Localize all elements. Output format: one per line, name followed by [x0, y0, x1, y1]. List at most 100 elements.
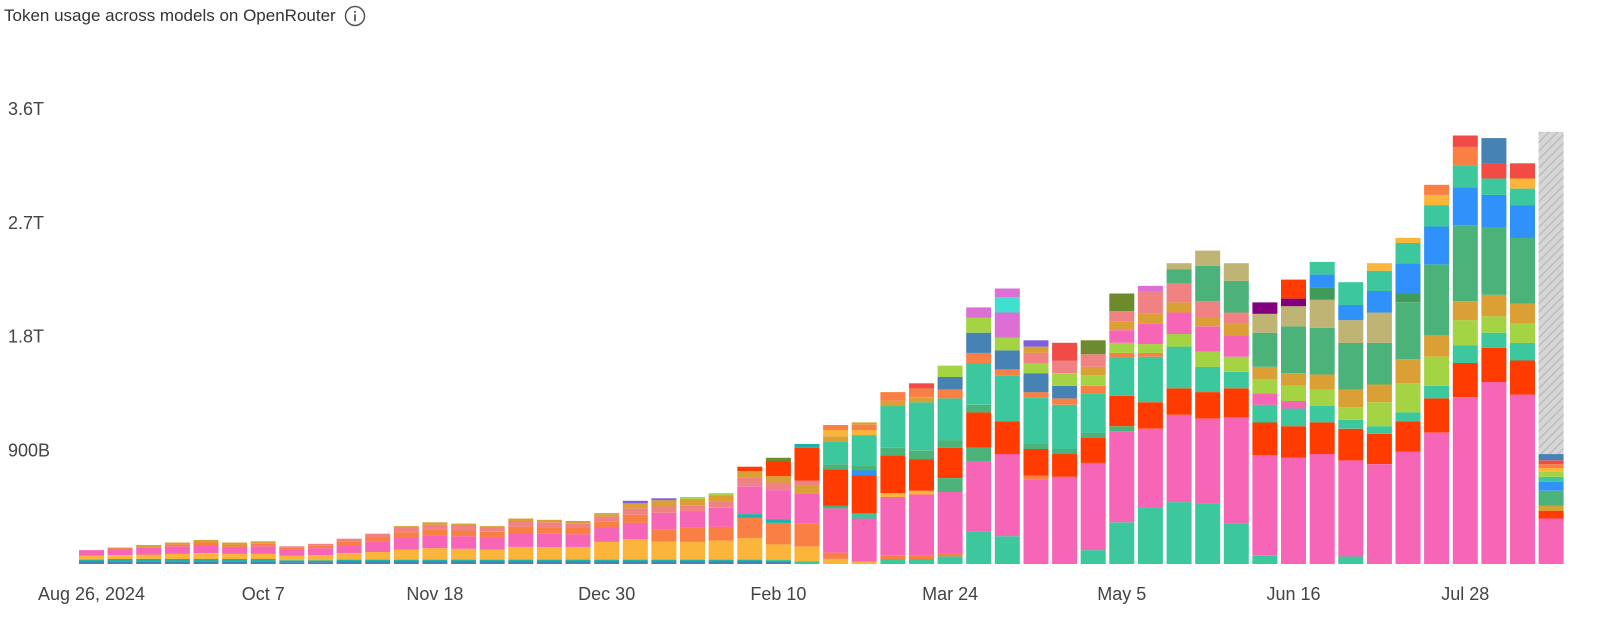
bar-segment[interactable] — [393, 526, 419, 528]
bar-segment[interactable] — [1109, 431, 1135, 523]
bar-segment[interactable] — [1052, 398, 1078, 405]
bar-segment[interactable] — [651, 561, 677, 565]
bar-segment[interactable] — [1023, 475, 1049, 480]
bar-segment[interactable] — [1424, 194, 1450, 205]
bar-segment[interactable] — [136, 558, 162, 562]
bar-segment[interactable] — [708, 493, 734, 496]
bar-segment[interactable] — [79, 555, 104, 560]
bar-segment[interactable] — [765, 561, 791, 565]
bar-segment[interactable] — [680, 561, 705, 565]
bar-week-18[interactable] — [565, 521, 591, 564]
bar-segment[interactable] — [1538, 510, 1564, 519]
bar-segment[interactable] — [536, 533, 562, 547]
bar-segment[interactable] — [1538, 481, 1564, 491]
bar-segment[interactable] — [1195, 326, 1221, 352]
bar-segment[interactable] — [451, 530, 477, 537]
bar-segment[interactable] — [622, 539, 648, 560]
bar-segment[interactable] — [1424, 398, 1450, 433]
bar-segment[interactable] — [880, 555, 906, 559]
bar-segment[interactable] — [1395, 359, 1421, 384]
bar-segment[interactable] — [966, 531, 992, 564]
bar-week-5[interactable] — [193, 540, 219, 564]
bar-segment[interactable] — [193, 545, 219, 554]
bar-segment[interactable] — [393, 549, 419, 560]
bar-segment[interactable] — [909, 383, 934, 389]
bar-segment[interactable] — [1023, 449, 1049, 476]
bar-segment[interactable] — [937, 553, 963, 557]
bar-segment[interactable] — [565, 528, 591, 535]
bar-segment[interactable] — [1052, 385, 1078, 399]
bar-segment[interactable] — [1195, 301, 1221, 318]
bar-segment[interactable] — [1424, 432, 1450, 564]
bar-segment[interactable] — [1395, 383, 1421, 413]
bar-segment[interactable] — [680, 498, 705, 506]
bar-week-32[interactable] — [966, 307, 992, 564]
bar-segment[interactable] — [909, 494, 934, 556]
bar-segment[interactable] — [565, 534, 591, 547]
bar-segment[interactable] — [651, 498, 677, 501]
bar-segment[interactable] — [937, 365, 963, 377]
bar-segment[interactable] — [393, 532, 419, 538]
bar-segment[interactable] — [565, 521, 591, 524]
bar-segment[interactable] — [1338, 419, 1364, 429]
bar-segment[interactable] — [1137, 352, 1163, 357]
bar-segment[interactable] — [222, 553, 248, 559]
bar-segment[interactable] — [1023, 373, 1049, 393]
bar-segment[interactable] — [651, 506, 677, 513]
bar-segment[interactable] — [1223, 263, 1249, 281]
bar-segment[interactable] — [1137, 507, 1163, 564]
bar-segment[interactable] — [765, 519, 791, 523]
bar-segment[interactable] — [336, 553, 362, 560]
bar-segment[interactable] — [737, 486, 763, 515]
bar-week-17[interactable] — [536, 519, 562, 564]
bar-week-19[interactable] — [594, 513, 620, 565]
bar-segment[interactable] — [794, 546, 820, 562]
bar-segment[interactable] — [851, 470, 877, 476]
bar-segment[interactable] — [222, 546, 248, 554]
bar-week-8[interactable] — [279, 546, 305, 564]
bar-segment[interactable] — [365, 533, 391, 538]
bar-segment[interactable] — [937, 492, 963, 554]
bar-segment[interactable] — [250, 561, 276, 565]
bar-segment[interactable] — [594, 561, 620, 565]
bar-segment[interactable] — [1281, 401, 1306, 409]
bar-segment[interactable] — [622, 503, 648, 509]
bar-segment[interactable] — [1137, 402, 1163, 429]
bar-segment[interactable] — [365, 537, 391, 542]
bar-segment[interactable] — [909, 555, 934, 559]
bar-segment[interactable] — [823, 436, 849, 442]
bar-segment[interactable] — [565, 546, 591, 560]
bar-segment[interactable] — [1395, 293, 1421, 303]
bar-segment[interactable] — [1281, 408, 1306, 427]
bar-segment[interactable] — [909, 459, 934, 491]
bar-segment[interactable] — [1109, 330, 1135, 343]
bar-segment[interactable] — [1137, 291, 1163, 314]
bar-segment[interactable] — [1452, 345, 1478, 363]
bar-segment[interactable] — [1309, 406, 1335, 423]
bar-segment[interactable] — [994, 454, 1020, 537]
bar-segment[interactable] — [708, 501, 734, 508]
bar-segment[interactable] — [1538, 505, 1564, 511]
bar-segment[interactable] — [164, 546, 190, 554]
bar-week-28[interactable] — [851, 422, 877, 564]
bar-segment[interactable] — [966, 461, 992, 532]
bar-segment[interactable] — [708, 526, 734, 541]
bar-segment[interactable] — [966, 317, 992, 333]
bar-segment[interactable] — [1252, 422, 1278, 456]
bar-segment[interactable] — [536, 527, 562, 534]
bar-week-2[interactable] — [107, 547, 133, 564]
bar-segment[interactable] — [193, 542, 219, 546]
bar-segment[interactable] — [880, 401, 906, 407]
bar-segment[interactable] — [622, 522, 648, 540]
bar-segment[interactable] — [1137, 285, 1163, 291]
bar-segment[interactable] — [451, 561, 477, 565]
bar-segment[interactable] — [451, 548, 477, 560]
bar-segment[interactable] — [508, 518, 534, 522]
bar-segment[interactable] — [222, 545, 248, 547]
bar-segment[interactable] — [651, 512, 677, 530]
bar-segment[interactable] — [1109, 352, 1135, 358]
bar-segment[interactable] — [1338, 407, 1364, 420]
bar-segment[interactable] — [1338, 320, 1364, 343]
bar-week-25[interactable] — [765, 457, 791, 565]
bar-segment[interactable] — [966, 352, 992, 363]
